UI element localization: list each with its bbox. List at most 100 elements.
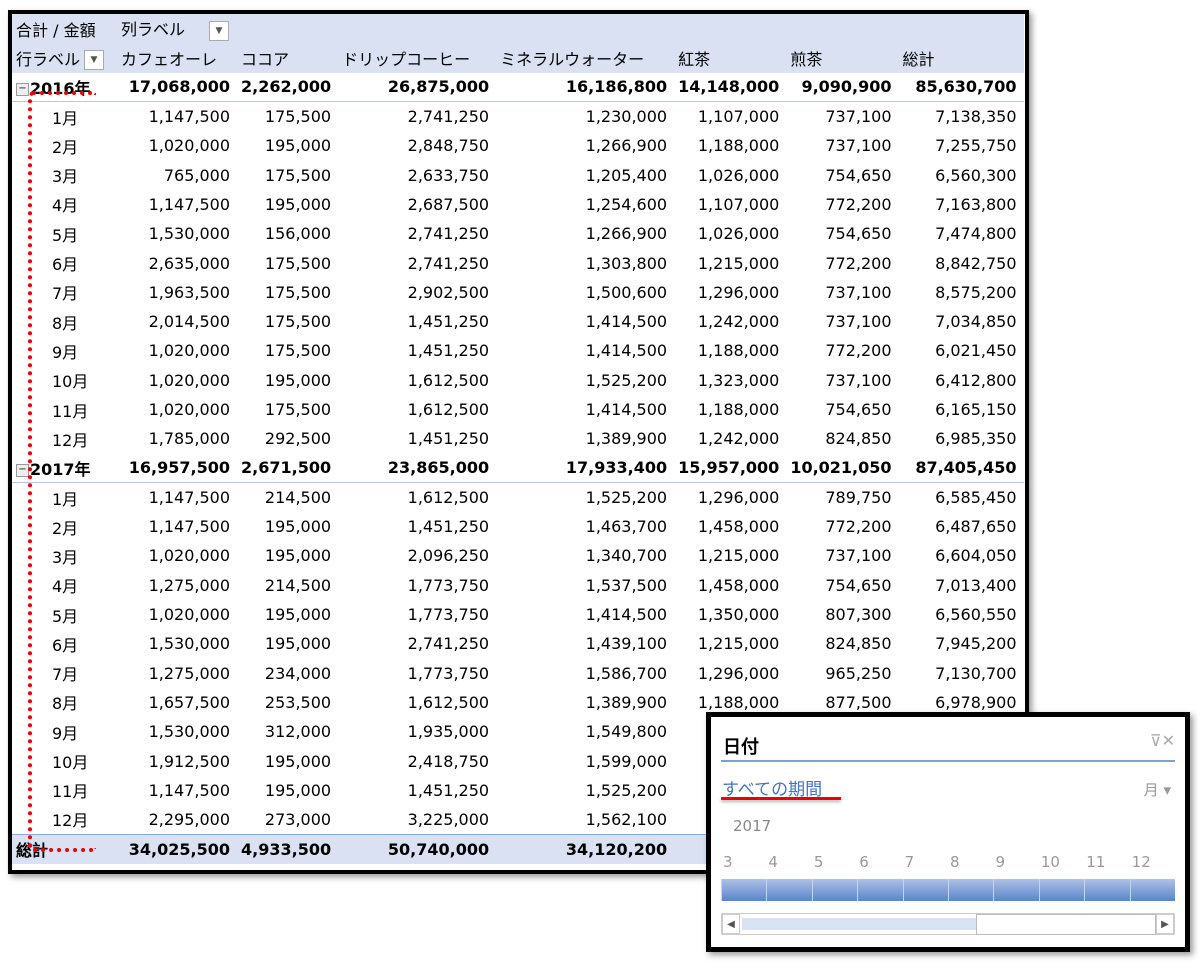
- value-cell: 6,412,800: [935, 370, 1017, 390]
- value-cell: 1,020,000: [148, 341, 230, 361]
- collapse-icon[interactable]: −: [16, 82, 29, 96]
- month-label: 5月: [52, 606, 79, 626]
- value-cell: 1,458,000: [697, 575, 780, 595]
- value-cell: 1,963,500: [148, 282, 230, 302]
- month-segment[interactable]: [1084, 879, 1129, 901]
- month-label: 10月: [52, 372, 89, 392]
- month-row: 4月 1,147,500 195,000 2,687,500 1,254,600 1,10…: [12, 190, 1024, 219]
- timeline-slicer[interactable]: 日付 ⊽✕ すべての期間 月 ▾ 2017 3 4 5 6 7 8 9 10 11 12 ◀ ▶: [706, 712, 1190, 952]
- value-cell: 234,000: [264, 663, 332, 683]
- column-header: 紅茶: [674, 43, 787, 73]
- month-label: 12: [1131, 853, 1151, 871]
- value-cell: 6,985,350: [935, 429, 1017, 449]
- month-row: 1月 1,147,500 175,500 2,741,250 1,230,000 1,10…: [12, 102, 1024, 131]
- month-label: 9月: [52, 723, 79, 743]
- timeline-bar[interactable]: [721, 879, 1175, 901]
- value-cell: 175,500: [264, 282, 332, 302]
- month-label: 2月: [52, 518, 79, 538]
- value-cell: 7,163,800: [935, 194, 1017, 214]
- value-cell: 1,323,000: [697, 370, 780, 390]
- value-cell: 1,350,000: [697, 605, 780, 625]
- value-cell: 7,474,800: [935, 224, 1017, 244]
- value-cell: 754,650: [825, 400, 892, 419]
- scroll-thumb[interactable]: [976, 914, 1156, 935]
- value-cell: 877,500: [825, 692, 892, 712]
- value-cell: 175,500: [264, 312, 332, 332]
- value-cell: 7,945,200: [935, 634, 1017, 654]
- year-row[interactable]: −2017年 16,957,500 2,671,500 23,865,000 17,93…: [12, 453, 1024, 484]
- period-label: すべての期間: [722, 780, 823, 800]
- value-cell: 1,463,700: [585, 517, 668, 537]
- value-cell: 2,848,750: [407, 136, 490, 156]
- clear-filter-icon[interactable]: ⊽✕: [1149, 731, 1175, 750]
- month-row: 6月 1,530,000 195,000 2,741,250 1,439,100 1,21…: [12, 629, 1024, 658]
- month-segment[interactable]: [993, 879, 1038, 901]
- value-cell: 1,389,900: [585, 692, 668, 712]
- year-total-cell: 16,957,500: [117, 453, 237, 484]
- month-row: 6月 2,635,000 175,500 2,741,250 1,303,800 1,21…: [12, 248, 1024, 277]
- month-label: 12月: [52, 811, 89, 831]
- pivot-table: 合計 / 金額 列ラベル ▼ 行ラベル ▼ カフェオーレ ココア ドリップコーヒー ミネラ…: [8, 10, 1029, 874]
- value-cell: 1,599,000: [585, 751, 668, 771]
- month-row: 12月 2,295,000 273,000 3,225,000 1,562,100: [12, 805, 1024, 834]
- value-cell: 1,525,200: [585, 370, 668, 390]
- column-filter-button[interactable]: ▼: [209, 20, 230, 41]
- month-segment[interactable]: [857, 879, 902, 901]
- value-cell: 175,500: [264, 253, 332, 273]
- value-cell: 214,500: [264, 575, 332, 595]
- year-total-cell: 17,933,400: [496, 453, 675, 484]
- value-cell: 6,165,150: [935, 400, 1017, 419]
- value-cell: 737,100: [825, 282, 892, 302]
- month-row: 4月 1,275,000 214,500 1,773,750 1,537,500 1,45…: [12, 571, 1024, 600]
- value-cell: 737,100: [825, 546, 892, 566]
- month-segment[interactable]: [1038, 879, 1084, 901]
- grand-total-cell: 50,740,000: [338, 833, 497, 864]
- value-cell: 7,138,350: [935, 107, 1017, 127]
- value-cell: 824,850: [825, 429, 892, 449]
- month-label: 8月: [52, 694, 79, 714]
- year-total-cell: 16,186,800: [496, 72, 675, 103]
- value-cell: 1,254,600: [585, 194, 668, 214]
- month-row: 10月 1,020,000 195,000 1,612,500 1,525,200 1,3…: [12, 366, 1024, 395]
- value-cell: 1,107,000: [697, 107, 780, 127]
- value-cell: 195,000: [264, 194, 332, 214]
- month-label: 11: [1086, 853, 1106, 871]
- row-labels-header: 行ラベル ▼: [12, 43, 117, 73]
- month-row: 9月 1,020,000 175,500 1,451,250 1,414,500 1,18…: [12, 336, 1024, 365]
- month-label: 4: [768, 853, 778, 871]
- value-cell: 1,026,000: [697, 224, 780, 244]
- value-cell: 1,266,900: [585, 136, 668, 156]
- timeline-title: 日付: [723, 737, 759, 758]
- month-labels: 3 4 5 6 7 8 9 10 11 12: [721, 853, 1175, 873]
- value-cell: 1,773,750: [407, 605, 490, 625]
- value-cell: 1,935,000: [407, 722, 490, 742]
- value-cell: 2,741,250: [407, 107, 490, 127]
- month-segment[interactable]: [1129, 879, 1175, 901]
- year-row[interactable]: −2016年 17,068,000 2,262,000 26,875,000 16,18…: [12, 72, 1024, 103]
- value-cell: 789,750: [825, 488, 892, 508]
- row-filter-button[interactable]: ▼: [84, 50, 105, 71]
- month-segment[interactable]: [902, 879, 948, 901]
- month-label: 6: [859, 853, 869, 871]
- scroll-right-icon[interactable]: ▶: [1156, 914, 1174, 934]
- value-cell: 2,687,500: [407, 194, 490, 214]
- month-segment[interactable]: [948, 879, 993, 901]
- scroll-left-icon[interactable]: ◀: [722, 914, 740, 934]
- month-segment[interactable]: [766, 879, 811, 901]
- month-label: 12月: [52, 430, 89, 450]
- value-cell: 2,741,250: [407, 253, 490, 273]
- value-cell: 824,850: [825, 634, 892, 654]
- value-cell: 1,020,000: [148, 546, 230, 566]
- month-segment[interactable]: [811, 879, 857, 901]
- value-cell: 7,130,700: [935, 663, 1017, 683]
- value-cell: 1,275,000: [148, 575, 230, 595]
- timeline-scrollbar[interactable]: ◀ ▶: [721, 913, 1175, 935]
- time-level-dropdown[interactable]: 月 ▾: [1143, 781, 1171, 799]
- year-total-cell: 2,262,000: [237, 72, 339, 103]
- value-cell: 772,200: [825, 517, 892, 537]
- value-cell: 1,215,000: [697, 253, 780, 273]
- month-segment[interactable]: [721, 879, 766, 901]
- value-cell: 1,586,700: [585, 663, 668, 683]
- month-label: 7月: [52, 284, 79, 304]
- value-cell: 737,100: [825, 136, 892, 156]
